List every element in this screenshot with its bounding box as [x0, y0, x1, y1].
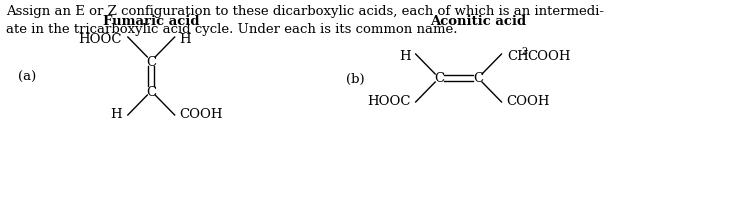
Text: C: C	[146, 85, 156, 98]
Text: H: H	[110, 108, 122, 121]
Text: Fumaric acid: Fumaric acid	[103, 15, 200, 28]
Text: Aconitic acid: Aconitic acid	[430, 15, 526, 28]
Text: C: C	[473, 72, 483, 85]
Text: H: H	[399, 50, 411, 63]
Text: C: C	[434, 72, 444, 85]
Text: HOOC: HOOC	[367, 95, 411, 108]
Text: COOH: COOH	[507, 95, 550, 108]
Text: COOH: COOH	[179, 108, 223, 121]
Text: (a): (a)	[17, 70, 35, 83]
Text: CH: CH	[507, 50, 529, 63]
Text: H: H	[179, 33, 192, 46]
Text: HOOC: HOOC	[78, 33, 122, 46]
Text: COOH: COOH	[527, 50, 570, 63]
Text: 2: 2	[521, 47, 527, 56]
Text: C: C	[146, 55, 156, 68]
Text: (b): (b)	[346, 72, 365, 85]
Text: Assign an E or Z configuration to these dicarboxylic acids, each of which is an : Assign an E or Z configuration to these …	[6, 5, 604, 35]
